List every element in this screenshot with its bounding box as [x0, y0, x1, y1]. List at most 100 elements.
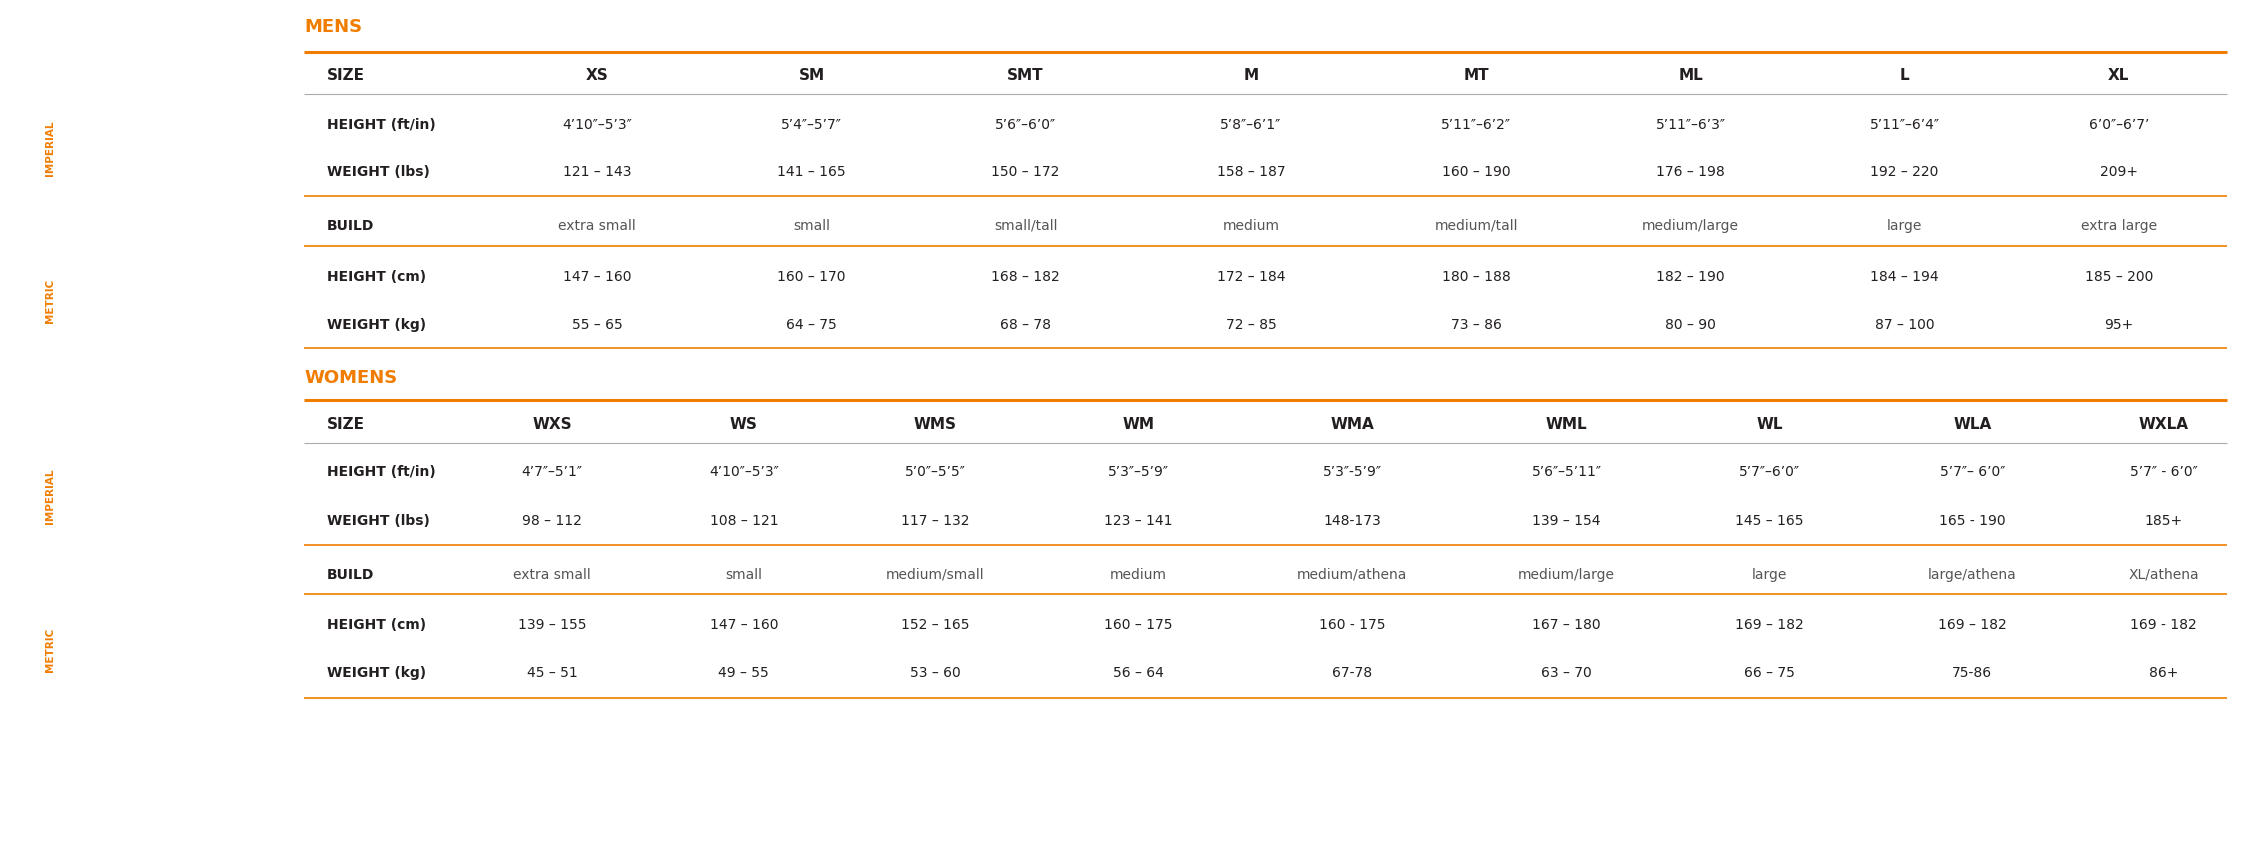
Text: 5’6″–6’0″: 5’6″–6’0″ — [994, 118, 1057, 131]
Text: 5’8″–6’1″: 5’8″–6’1″ — [1219, 118, 1283, 131]
Text: WS: WS — [730, 417, 757, 432]
Text: WOMENS: WOMENS — [304, 369, 397, 387]
Text: 185+: 185+ — [2146, 514, 2182, 527]
Text: small: small — [726, 568, 762, 582]
Text: 5’0″–5’5″: 5’0″–5’5″ — [904, 466, 967, 479]
Text: IMPERIAL: IMPERIAL — [45, 120, 54, 176]
Text: M: M — [1244, 68, 1258, 83]
Text: 4’10″–5’3″: 4’10″–5’3″ — [564, 118, 631, 131]
Text: 209+: 209+ — [2101, 165, 2137, 179]
Text: 180 – 188: 180 – 188 — [1443, 270, 1510, 283]
Text: WEIGHT (kg): WEIGHT (kg) — [327, 318, 426, 332]
Text: 158 – 187: 158 – 187 — [1217, 165, 1285, 179]
Text: 5’11″–6’2″: 5’11″–6’2″ — [1440, 118, 1512, 131]
Text: 56 – 64: 56 – 64 — [1113, 667, 1163, 680]
Text: XL: XL — [2107, 68, 2130, 83]
Text: HEIGHT (ft/in): HEIGHT (ft/in) — [327, 466, 435, 479]
Text: 185 – 200: 185 – 200 — [2085, 270, 2153, 283]
Text: 5’6″–5’11″: 5’6″–5’11″ — [1530, 466, 1603, 479]
Text: 184 – 194: 184 – 194 — [1871, 270, 1938, 283]
Text: 167 – 180: 167 – 180 — [1533, 618, 1600, 632]
Text: medium/athena: medium/athena — [1298, 568, 1406, 582]
Text: 160 – 190: 160 – 190 — [1443, 165, 1510, 179]
Text: 5’7″–6’0″: 5’7″–6’0″ — [1738, 466, 1801, 479]
Text: extra large: extra large — [2080, 219, 2157, 233]
Text: WEIGHT (kg): WEIGHT (kg) — [327, 667, 426, 680]
Text: WXS: WXS — [532, 417, 573, 432]
Text: medium/small: medium/small — [886, 568, 985, 582]
Text: 55 – 65: 55 – 65 — [573, 318, 622, 332]
Text: 182 – 190: 182 – 190 — [1657, 270, 1724, 283]
Text: HEIGHT (ft/in): HEIGHT (ft/in) — [327, 118, 435, 131]
Text: 192 – 220: 192 – 220 — [1871, 165, 1938, 179]
Text: 147 – 160: 147 – 160 — [710, 618, 778, 632]
Text: HEIGHT (cm): HEIGHT (cm) — [327, 270, 426, 283]
Text: WLA: WLA — [1954, 417, 1990, 432]
Text: 5’7″– 6’0″: 5’7″– 6’0″ — [1938, 466, 2006, 479]
Text: BUILD: BUILD — [327, 568, 374, 582]
Text: extra small: extra small — [514, 568, 591, 582]
Text: 160 – 170: 160 – 170 — [778, 270, 845, 283]
Text: 5’4″–5’7″: 5’4″–5’7″ — [780, 118, 843, 131]
Text: 6’0″–6’7’: 6’0″–6’7’ — [2089, 118, 2148, 131]
Text: 169 – 182: 169 – 182 — [1736, 618, 1803, 632]
Text: 64 – 75: 64 – 75 — [787, 318, 836, 332]
Text: SIZE: SIZE — [327, 417, 365, 432]
Text: 53 – 60: 53 – 60 — [911, 667, 960, 680]
Text: medium: medium — [1222, 219, 1280, 233]
Text: 160 - 175: 160 - 175 — [1319, 618, 1386, 632]
Text: MT: MT — [1463, 68, 1490, 83]
Text: SMT: SMT — [1008, 68, 1044, 83]
Text: extra small: extra small — [559, 219, 636, 233]
Text: WEIGHT (lbs): WEIGHT (lbs) — [327, 165, 431, 179]
Text: 152 – 165: 152 – 165 — [902, 618, 969, 632]
Text: 121 – 143: 121 – 143 — [564, 165, 631, 179]
Text: medium: medium — [1109, 568, 1168, 582]
Text: 150 – 172: 150 – 172 — [992, 165, 1059, 179]
Text: 147 – 160: 147 – 160 — [564, 270, 631, 283]
Text: 4’7″–5’1″: 4’7″–5’1″ — [521, 466, 584, 479]
Text: 160 – 175: 160 – 175 — [1104, 618, 1172, 632]
Text: 98 – 112: 98 – 112 — [523, 514, 582, 527]
Text: SIZE: SIZE — [327, 68, 365, 83]
Text: 63 – 70: 63 – 70 — [1542, 667, 1591, 680]
Text: 123 – 141: 123 – 141 — [1104, 514, 1172, 527]
Text: 145 – 165: 145 – 165 — [1736, 514, 1803, 527]
Text: WL: WL — [1756, 417, 1783, 432]
Text: medium/tall: medium/tall — [1434, 219, 1519, 233]
Text: WEIGHT (lbs): WEIGHT (lbs) — [327, 514, 431, 527]
Text: 172 – 184: 172 – 184 — [1217, 270, 1285, 283]
Text: MENS: MENS — [304, 19, 363, 36]
Text: 87 – 100: 87 – 100 — [1875, 318, 1934, 332]
Text: small/tall: small/tall — [994, 219, 1057, 233]
Text: XS: XS — [586, 68, 609, 83]
Text: 49 – 55: 49 – 55 — [719, 667, 769, 680]
Text: WML: WML — [1546, 417, 1587, 432]
Text: XL/athena: XL/athena — [2128, 568, 2200, 582]
Text: small: small — [793, 219, 829, 233]
Text: IMPERIAL: IMPERIAL — [45, 469, 54, 524]
Text: SM: SM — [798, 68, 825, 83]
Text: 45 – 51: 45 – 51 — [527, 667, 577, 680]
Text: 168 – 182: 168 – 182 — [992, 270, 1059, 283]
Text: ML: ML — [1679, 68, 1702, 83]
Text: 141 – 165: 141 – 165 — [778, 165, 845, 179]
Text: 95+: 95+ — [2105, 318, 2132, 332]
Text: 5’3″–5’9″: 5’3″–5’9″ — [1107, 466, 1170, 479]
Text: 5’7″ - 6’0″: 5’7″ - 6’0″ — [2130, 466, 2198, 479]
Text: 169 – 182: 169 – 182 — [1938, 618, 2006, 632]
Text: WMA: WMA — [1330, 417, 1375, 432]
Text: 176 – 198: 176 – 198 — [1657, 165, 1724, 179]
Text: 108 – 121: 108 – 121 — [710, 514, 778, 527]
Text: 66 – 75: 66 – 75 — [1745, 667, 1794, 680]
Text: WM: WM — [1122, 417, 1154, 432]
Text: 75-86: 75-86 — [1952, 667, 1993, 680]
Text: 5’11″–6’3″: 5’11″–6’3″ — [1654, 118, 1727, 131]
Text: 73 – 86: 73 – 86 — [1452, 318, 1501, 332]
Text: HEIGHT (cm): HEIGHT (cm) — [327, 618, 426, 632]
Text: 86+: 86+ — [2148, 667, 2180, 680]
Text: 165 - 190: 165 - 190 — [1938, 514, 2006, 527]
Text: METRIC: METRIC — [45, 278, 54, 323]
Text: 169 - 182: 169 - 182 — [2130, 618, 2198, 632]
Text: large: large — [1887, 219, 1923, 233]
